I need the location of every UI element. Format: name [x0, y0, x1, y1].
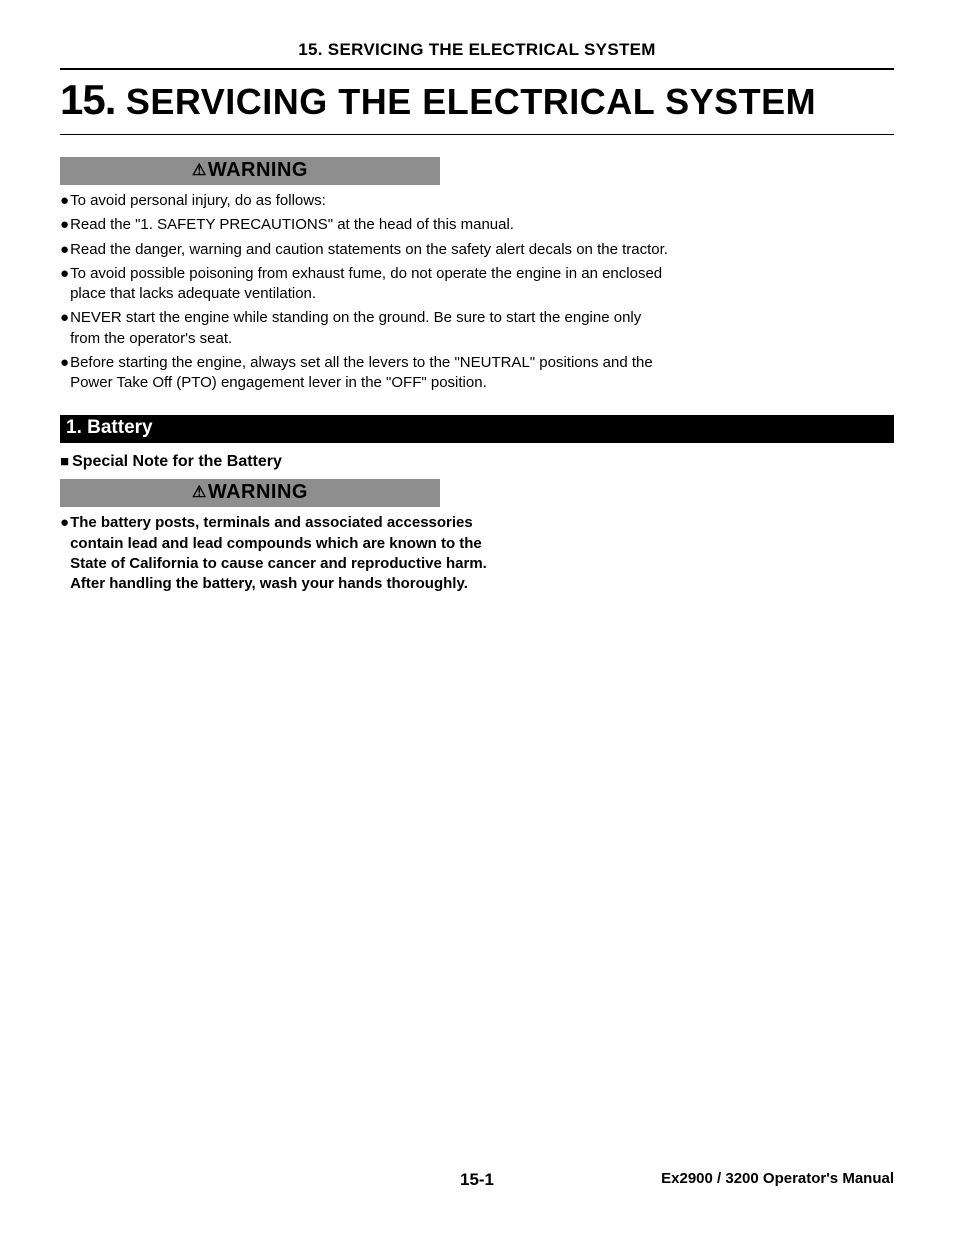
warning-item: ●To avoid personal injury, do as follows… [60, 191, 670, 211]
warning-text: The battery posts, terminals and associa… [70, 513, 500, 594]
warning-text: NEVER start the engine while standing on… [70, 308, 670, 349]
subhead-special-note: ■Special Note for the Battery [60, 453, 894, 471]
chapter-title: 15. SERVICING THE ELECTRICAL SYSTEM [60, 68, 894, 135]
warning-item: ●Read the danger, warning and caution st… [60, 240, 670, 260]
chapter-title-text: SERVICING THE ELECTRICAL SYSTEM [126, 81, 816, 122]
section-heading-battery: 1. Battery [60, 415, 894, 443]
bullet-icon: ● [60, 308, 69, 349]
manual-page: 15. SERVICING THE ELECTRICAL SYSTEM 15. … [0, 0, 954, 1235]
chapter-number: 15. [60, 76, 115, 123]
subhead-text: Special Note for the Battery [72, 453, 282, 470]
warning-text: Read the danger, warning and caution sta… [70, 240, 670, 260]
page-number: 15-1 [460, 1170, 494, 1190]
warning-list-2: ●The battery posts, terminals and associ… [60, 513, 500, 594]
warning-text: Read the "1. SAFETY PRECAUTIONS" at the … [70, 215, 670, 235]
warning-item: ●Before starting the engine, always set … [60, 353, 670, 394]
running-head: 15. SERVICING THE ELECTRICAL SYSTEM [60, 40, 894, 60]
bullet-icon: ● [60, 191, 69, 211]
warning-list-1: ●To avoid personal injury, do as follows… [60, 191, 670, 393]
bullet-icon: ● [60, 353, 69, 394]
bullet-icon: ● [60, 240, 69, 260]
warning-item: ●To avoid possible poisoning from exhaus… [60, 264, 670, 305]
square-icon: ■ [60, 453, 69, 470]
warning-text: Before starting the engine, always set a… [70, 353, 670, 394]
alert-icon: ⚠ [192, 162, 207, 179]
warning-label: WARNING [208, 481, 308, 503]
warning-item: ●NEVER start the engine while standing o… [60, 308, 670, 349]
page-footer: 15-1 Ex2900 / 3200 Operator's Manual [60, 1170, 894, 1187]
warning-text: To avoid personal injury, do as follows: [70, 191, 670, 211]
bullet-icon: ● [60, 215, 69, 235]
bullet-icon: ● [60, 264, 69, 305]
alert-icon: ⚠ [192, 484, 207, 501]
warning-item: ●Read the "1. SAFETY PRECAUTIONS" at the… [60, 215, 670, 235]
doc-title: Ex2900 / 3200 Operator's Manual [661, 1170, 894, 1187]
bullet-icon: ● [60, 513, 69, 594]
warning-label: WARNING [208, 159, 308, 181]
warning-banner-1: ⚠WARNING [60, 157, 440, 185]
warning-item: ●The battery posts, terminals and associ… [60, 513, 500, 594]
warning-banner-2: ⚠WARNING [60, 479, 440, 507]
warning-text: To avoid possible poisoning from exhaust… [70, 264, 670, 305]
